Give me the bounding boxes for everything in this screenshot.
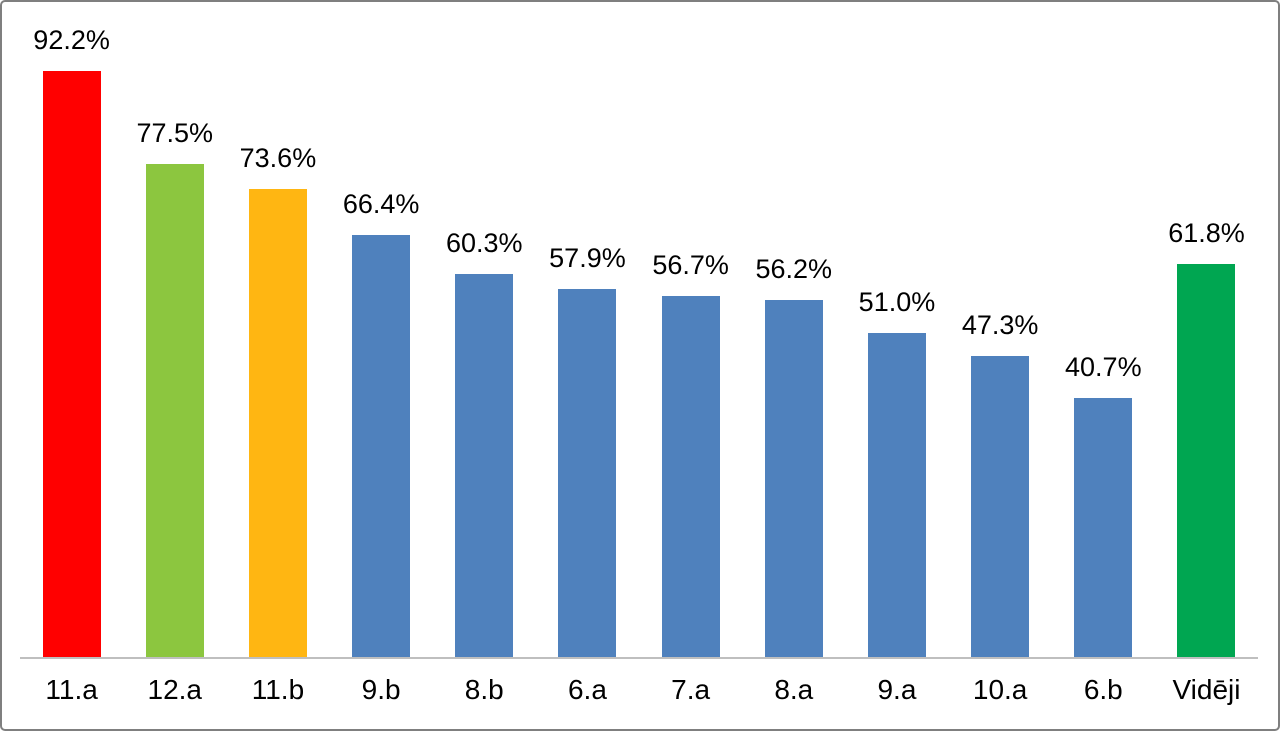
bar-value-label: 77.5% (136, 117, 214, 148)
bar (867, 333, 926, 657)
bar (1177, 264, 1236, 657)
x-axis-label: 8.a (774, 674, 814, 705)
x-axis-label: 12.a (147, 674, 203, 705)
bar (558, 289, 617, 657)
bar-group: 56.7% (639, 250, 742, 657)
bar-value-label: 40.7% (1065, 351, 1142, 382)
bar-group: 61.8% (1155, 218, 1258, 657)
bar-value-label: 73.6% (239, 142, 317, 173)
x-axis: 11.a 12.a 11.b 9.b 8.b 6.a 7.a 8.a 9.a 10.a 6.b Vid… (20, 659, 1258, 706)
x-axis-label: 7.a (671, 674, 711, 705)
bar-value-label: 47.3% (961, 309, 1039, 340)
x-axis-label: Vidēji (1172, 674, 1241, 705)
bar-value-label: 61.8% (1168, 217, 1245, 248)
plot-area: 92.2% 77.5% 73.6% 66.4% 60.3% 57.9% 56.7% 56.2%… (20, 2, 1258, 659)
bar-value-label: 56.2% (755, 253, 833, 284)
bar-value-label: 51.0% (858, 286, 936, 317)
x-axis-label: 11.a (45, 674, 98, 705)
bar (661, 296, 720, 657)
bar-value-label: 57.9% (549, 242, 626, 273)
bar-group: 47.3% (949, 310, 1052, 657)
bar (971, 356, 1030, 657)
x-axis-label: 8.b (464, 674, 504, 705)
x-axis-label: 10.a (972, 674, 1028, 705)
bar (455, 274, 514, 657)
x-axis-label: 6.a (567, 674, 607, 705)
bar (1074, 398, 1133, 657)
bar (42, 71, 101, 657)
x-axis-label: 6.b (1083, 674, 1123, 705)
bar-group: 66.4% (330, 189, 433, 657)
bar (764, 300, 823, 657)
bar-value-label: 66.4% (342, 188, 420, 219)
x-axis-label: 9.b (361, 674, 401, 705)
bar-group: 51.0% (845, 287, 948, 657)
bar (248, 189, 307, 657)
x-axis-label: 9.a (877, 674, 917, 705)
bar-group: 40.7% (1052, 352, 1155, 657)
bar (145, 164, 204, 657)
bar-group: 73.6% (226, 143, 329, 657)
bar-group: 92.2% (20, 25, 123, 657)
bar-group: 56.2% (742, 254, 845, 657)
bar-value-label: 92.2% (33, 24, 110, 55)
bar-value-label: 60.3% (445, 227, 523, 258)
bar-group: 57.9% (536, 243, 639, 657)
bar-group: 77.5% (123, 118, 226, 657)
bar-group: 60.3% (433, 228, 536, 657)
x-axis-label: 11.b (251, 674, 305, 705)
bar (352, 235, 411, 657)
bar-value-label: 56.7% (652, 249, 729, 280)
